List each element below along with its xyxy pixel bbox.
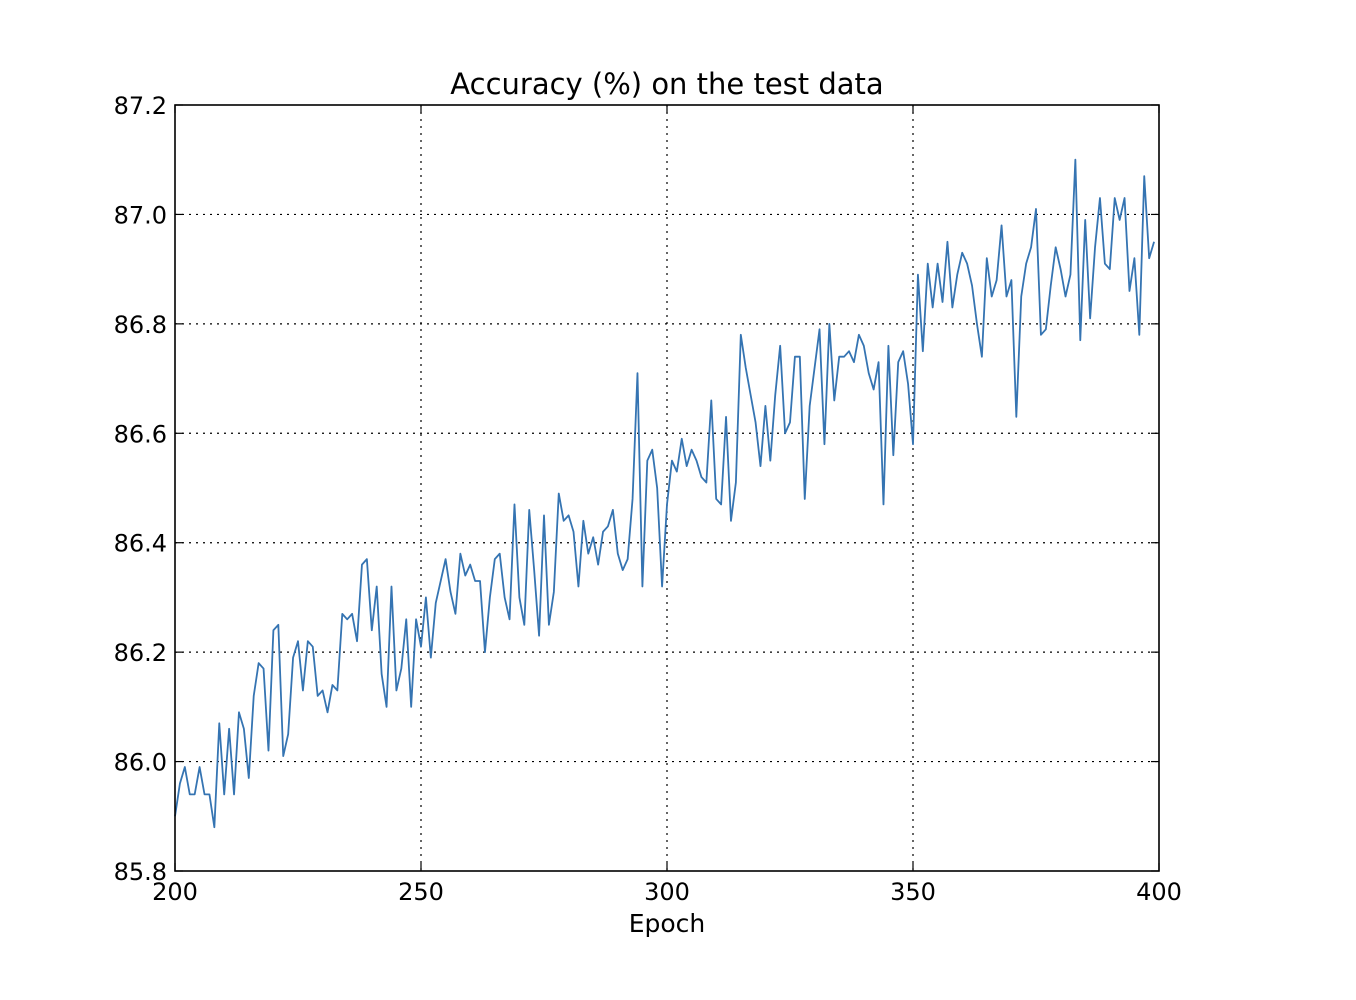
x-tick-label: 250 [398,878,444,906]
chart-title: Accuracy (%) on the test data [450,67,883,101]
y-tick-label: 86.2 [114,639,167,667]
x-tick-label: 400 [1136,878,1182,906]
x-axis-label: Epoch [629,909,706,938]
x-tick-labels: 200 250 300 350 400 [152,878,1182,906]
y-tick-label: 86.4 [114,530,167,558]
y-tick-label: 86.6 [114,420,167,448]
x-tick-label: 300 [644,878,690,906]
y-tick-label: 86.8 [114,311,167,339]
tick-marks [174,104,1160,872]
y-tick-label: 87.0 [114,201,167,229]
x-tick-label: 350 [890,878,936,906]
y-tick-label: 85.8 [114,858,167,886]
y-tick-labels: 85.8 86.0 86.2 86.4 86.6 86.8 87.0 87.2 [114,92,167,886]
series-layer [174,158,1155,829]
y-tick-label: 86.0 [114,749,167,777]
grid [175,105,1159,871]
x-tick-label: 200 [152,878,198,906]
accuracy-series-line [174,158,1155,829]
y-tick-label: 87.2 [114,92,167,120]
